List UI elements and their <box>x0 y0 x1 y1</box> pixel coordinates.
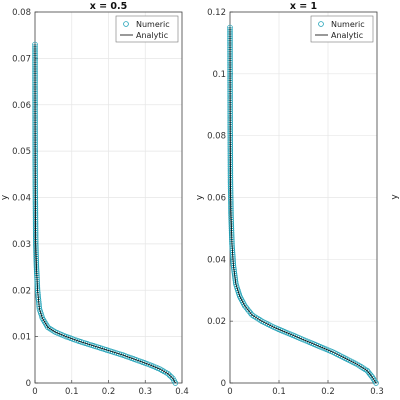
y-tick-label: 0.12 <box>207 8 226 18</box>
data-point-numeric <box>168 374 174 380</box>
y-tick-label: 0.03 <box>12 240 31 250</box>
data-point-numeric <box>247 310 254 316</box>
series-line-analytic <box>34 44 176 384</box>
y-tick-label: 0.08 <box>12 8 31 18</box>
legend-label-numeric: Numeric <box>331 20 365 29</box>
series-line-analytic <box>229 27 377 384</box>
y-tick-label: 0.1 <box>212 70 226 80</box>
x-tick-label: 0 <box>227 387 232 397</box>
chart-panel-3-partial: y <box>390 194 400 200</box>
y-tick-label: 0.02 <box>12 286 31 296</box>
y-tick-label: 0.08 <box>207 132 226 142</box>
y-axis-label: y <box>390 194 400 200</box>
chart-title: x = 0.5 <box>90 1 128 12</box>
legend-box <box>310 15 374 43</box>
data-point-numeric <box>246 308 252 315</box>
legend-box <box>115 15 179 43</box>
y-axis-label: y <box>0 194 10 200</box>
x-tick-label: 0.2 <box>321 387 335 397</box>
x-tick-label: 0.3 <box>138 387 152 397</box>
legend-marker-numeric <box>318 21 324 27</box>
chart-panel-1: 0 0.1 0.2 0.3 0.4 0 0.01 0.02 0.03 0.04 0.05 0.06 0.… <box>0 1 189 397</box>
y-tick-label: 0 <box>221 379 226 389</box>
x-tick-label: 0.1 <box>65 387 79 397</box>
y-tick-label: 0.02 <box>207 317 226 327</box>
legend-label-numeric: Numeric <box>136 20 170 29</box>
x-tick-label: 0.4 <box>175 387 189 397</box>
x-tick-label: 0.1 <box>272 387 286 397</box>
y-tick-label: 0.04 <box>12 194 31 204</box>
legend: Numeric Analytic <box>115 15 179 43</box>
data-point-numeric <box>244 306 251 313</box>
chart-panel-2: 0 0.1 0.2 0.3 0 0.02 0.04 0.06 0.08 0.1 0.12 x = 1 y… <box>195 1 384 397</box>
y-tick-label: 0.04 <box>207 255 226 265</box>
y-axis-label: y <box>195 194 205 200</box>
x-tick-label: 0.2 <box>102 387 116 397</box>
y-tick-label: 0.05 <box>12 147 31 157</box>
x-tick-label: 0 <box>32 387 37 397</box>
data-point-numeric <box>249 312 255 318</box>
legend-label-analytic: Analytic <box>331 31 363 40</box>
data-point-numeric <box>365 369 372 375</box>
y-tick-label: 0 <box>26 379 31 389</box>
y-tick-label: 0.06 <box>12 101 31 111</box>
chart-title: x = 1 <box>290 1 317 12</box>
legend-label-analytic: Analytic <box>136 31 168 40</box>
x-tick-label: 0.3 <box>370 387 384 397</box>
y-tick-label: 0.06 <box>207 194 226 204</box>
legend-marker-numeric <box>123 21 129 27</box>
y-tick-label: 0.01 <box>12 333 31 343</box>
data-point-numeric <box>243 304 249 311</box>
data-point-numeric <box>166 372 173 379</box>
y-tick-label: 0.07 <box>12 54 31 64</box>
data-point-numeric <box>170 375 176 382</box>
legend: Numeric Analytic <box>310 15 374 43</box>
